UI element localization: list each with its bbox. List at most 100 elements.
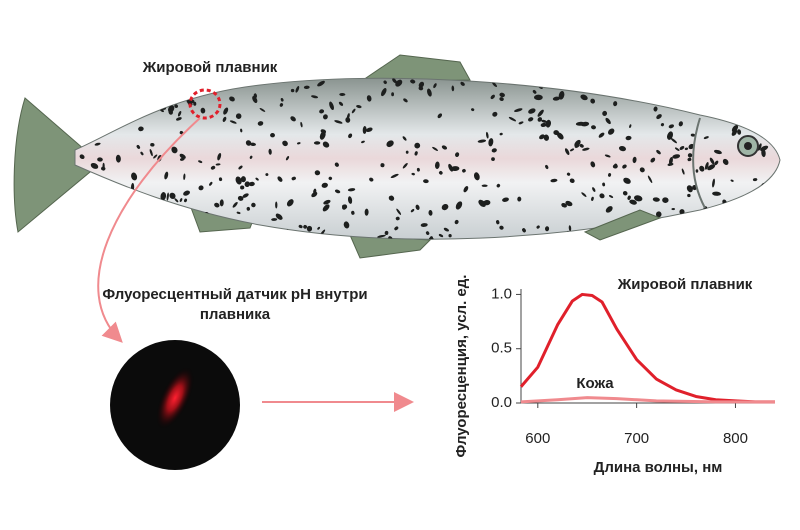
spot: [712, 191, 721, 196]
spot: [348, 133, 353, 139]
spot: [218, 177, 223, 182]
spot: [761, 209, 767, 216]
spot: [471, 108, 475, 112]
spot: [104, 224, 114, 227]
spot: [662, 197, 669, 203]
spot: [395, 216, 400, 221]
spot: [544, 226, 550, 232]
spot: [686, 185, 693, 193]
spot: [630, 229, 636, 238]
spot: [612, 164, 618, 169]
x-tick-label: 700: [624, 430, 649, 447]
spot: [277, 176, 283, 182]
spot: [322, 141, 330, 148]
spot: [151, 97, 157, 105]
spot: [704, 161, 709, 170]
spot: [473, 172, 480, 181]
spot: [290, 116, 296, 122]
spot: [745, 224, 752, 233]
spot: [508, 116, 517, 122]
spot: [414, 151, 418, 156]
spot: [117, 118, 122, 125]
spot: [245, 140, 252, 146]
sensor-glow: [155, 366, 195, 430]
spot: [552, 96, 561, 101]
spot: [279, 103, 284, 107]
spot: [434, 161, 440, 170]
spot: [334, 162, 339, 167]
spot: [656, 149, 661, 155]
spot: [345, 117, 351, 123]
spot: [602, 182, 606, 187]
spot: [756, 81, 763, 91]
spot: [90, 237, 96, 240]
spot: [420, 223, 428, 227]
spot: [670, 138, 678, 144]
spot: [183, 190, 190, 196]
spot: [139, 84, 145, 91]
spot: [627, 195, 631, 200]
spot: [339, 92, 346, 96]
spot: [285, 156, 290, 161]
spot: [364, 208, 369, 216]
spot: [642, 95, 645, 101]
spot: [246, 206, 251, 211]
spot: [669, 156, 673, 165]
spot: [388, 236, 393, 240]
spot: [574, 144, 580, 148]
spot: [428, 237, 434, 240]
spot: [334, 189, 341, 194]
spot: [730, 179, 734, 182]
spot: [361, 140, 365, 144]
spot: [268, 148, 272, 155]
spot: [87, 98, 93, 104]
spot: [690, 133, 696, 137]
spot: [462, 168, 466, 173]
spot: [499, 97, 504, 102]
spot: [713, 149, 722, 155]
spot: [249, 142, 256, 147]
spot: [713, 104, 718, 109]
spot: [334, 120, 343, 124]
spot: [663, 219, 671, 226]
spot: [443, 227, 450, 232]
spot: [545, 119, 552, 128]
spot: [229, 120, 237, 124]
spot: [215, 163, 221, 166]
spot: [306, 225, 313, 232]
spot: [343, 221, 350, 229]
spot: [712, 178, 715, 188]
spot: [671, 208, 676, 211]
spot: [240, 176, 246, 183]
data-line: [520, 396, 775, 404]
spot: [592, 187, 596, 192]
spot: [726, 102, 732, 106]
spot: [757, 143, 762, 151]
spot: [383, 80, 387, 84]
spot: [605, 117, 611, 125]
spot: [78, 127, 84, 134]
spot: [240, 185, 245, 190]
spot: [198, 185, 204, 191]
spot: [621, 236, 626, 240]
spot: [491, 148, 497, 153]
spot: [760, 145, 769, 152]
spot: [232, 201, 238, 208]
spot: [545, 164, 549, 170]
spot: [605, 206, 613, 213]
spot: [97, 121, 104, 126]
spot: [766, 113, 772, 118]
series-label: Кожа: [576, 375, 614, 392]
spot: [123, 236, 127, 240]
pectoral-fin: [583, 209, 662, 241]
spot: [623, 177, 631, 184]
spot: [164, 78, 167, 87]
spot: [707, 164, 716, 171]
spot: [533, 94, 543, 101]
spot: [403, 98, 408, 103]
spot: [499, 225, 504, 230]
spot: [338, 101, 344, 106]
spot: [582, 147, 590, 151]
spot: [743, 78, 749, 84]
spot: [104, 187, 114, 192]
